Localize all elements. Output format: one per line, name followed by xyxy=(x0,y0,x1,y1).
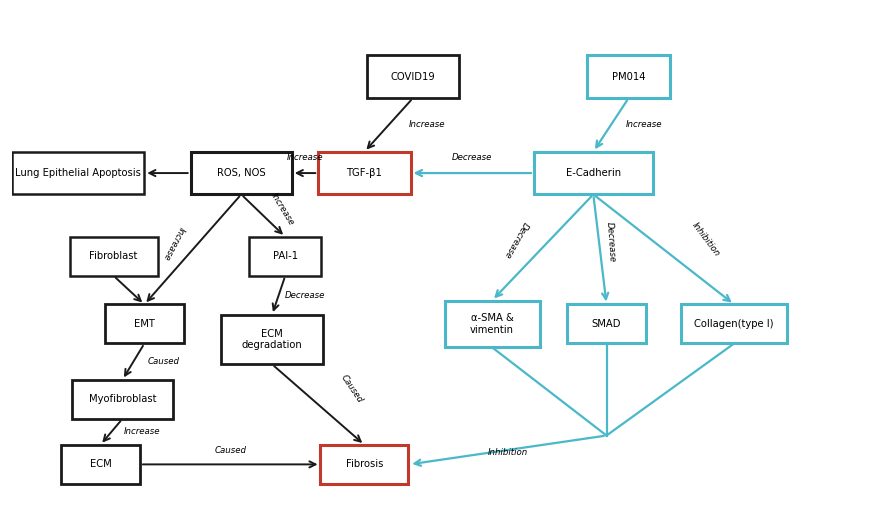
Text: Decrease: Decrease xyxy=(604,221,616,262)
Text: TGF-β1: TGF-β1 xyxy=(347,168,383,178)
FancyBboxPatch shape xyxy=(70,237,157,276)
FancyBboxPatch shape xyxy=(586,55,670,98)
FancyBboxPatch shape xyxy=(681,304,787,344)
Text: Increase: Increase xyxy=(123,427,160,436)
Text: Decrease: Decrease xyxy=(452,153,493,162)
Text: Fibrosis: Fibrosis xyxy=(346,459,384,469)
Text: Caused: Caused xyxy=(339,373,365,405)
FancyBboxPatch shape xyxy=(534,152,653,195)
Text: E-Cadherin: E-Cadherin xyxy=(566,168,621,178)
FancyBboxPatch shape xyxy=(222,315,323,364)
Text: Inhibition: Inhibition xyxy=(690,221,721,259)
Text: Myofibroblast: Myofibroblast xyxy=(89,394,156,404)
FancyBboxPatch shape xyxy=(567,304,646,344)
Text: Increase: Increase xyxy=(269,191,296,228)
Text: Collagen(type I): Collagen(type I) xyxy=(695,319,774,329)
Text: ROS, NOS: ROS, NOS xyxy=(217,168,266,178)
Text: α-SMA &
vimentin: α-SMA & vimentin xyxy=(470,313,514,335)
FancyBboxPatch shape xyxy=(444,301,540,347)
FancyBboxPatch shape xyxy=(318,152,410,195)
Text: Caused: Caused xyxy=(148,357,180,366)
FancyBboxPatch shape xyxy=(72,380,173,419)
FancyBboxPatch shape xyxy=(13,152,145,195)
FancyBboxPatch shape xyxy=(320,445,409,484)
FancyBboxPatch shape xyxy=(61,445,140,484)
FancyBboxPatch shape xyxy=(367,55,460,98)
FancyBboxPatch shape xyxy=(249,237,321,276)
Text: Decrease: Decrease xyxy=(502,220,530,259)
Text: SMAD: SMAD xyxy=(592,319,621,329)
FancyBboxPatch shape xyxy=(105,304,184,344)
Text: Lung Epithelial Apoptosis: Lung Epithelial Apoptosis xyxy=(15,168,141,178)
Text: Decrease: Decrease xyxy=(284,291,325,300)
Text: COVID19: COVID19 xyxy=(391,72,435,82)
Text: Inhibition: Inhibition xyxy=(487,448,527,458)
Text: EMT: EMT xyxy=(134,319,155,329)
Text: PM014: PM014 xyxy=(611,72,645,82)
Text: Caused: Caused xyxy=(215,446,246,456)
FancyBboxPatch shape xyxy=(190,152,291,195)
Text: ECM
degradation: ECM degradation xyxy=(241,329,302,350)
Text: Increase: Increase xyxy=(409,120,445,129)
Text: Increase: Increase xyxy=(626,120,662,129)
Text: ECM: ECM xyxy=(89,459,111,469)
Text: Fibroblast: Fibroblast xyxy=(89,251,138,262)
Text: Increase: Increase xyxy=(287,153,324,162)
Text: PAI-1: PAI-1 xyxy=(273,251,298,262)
Text: Increase: Increase xyxy=(161,225,186,262)
